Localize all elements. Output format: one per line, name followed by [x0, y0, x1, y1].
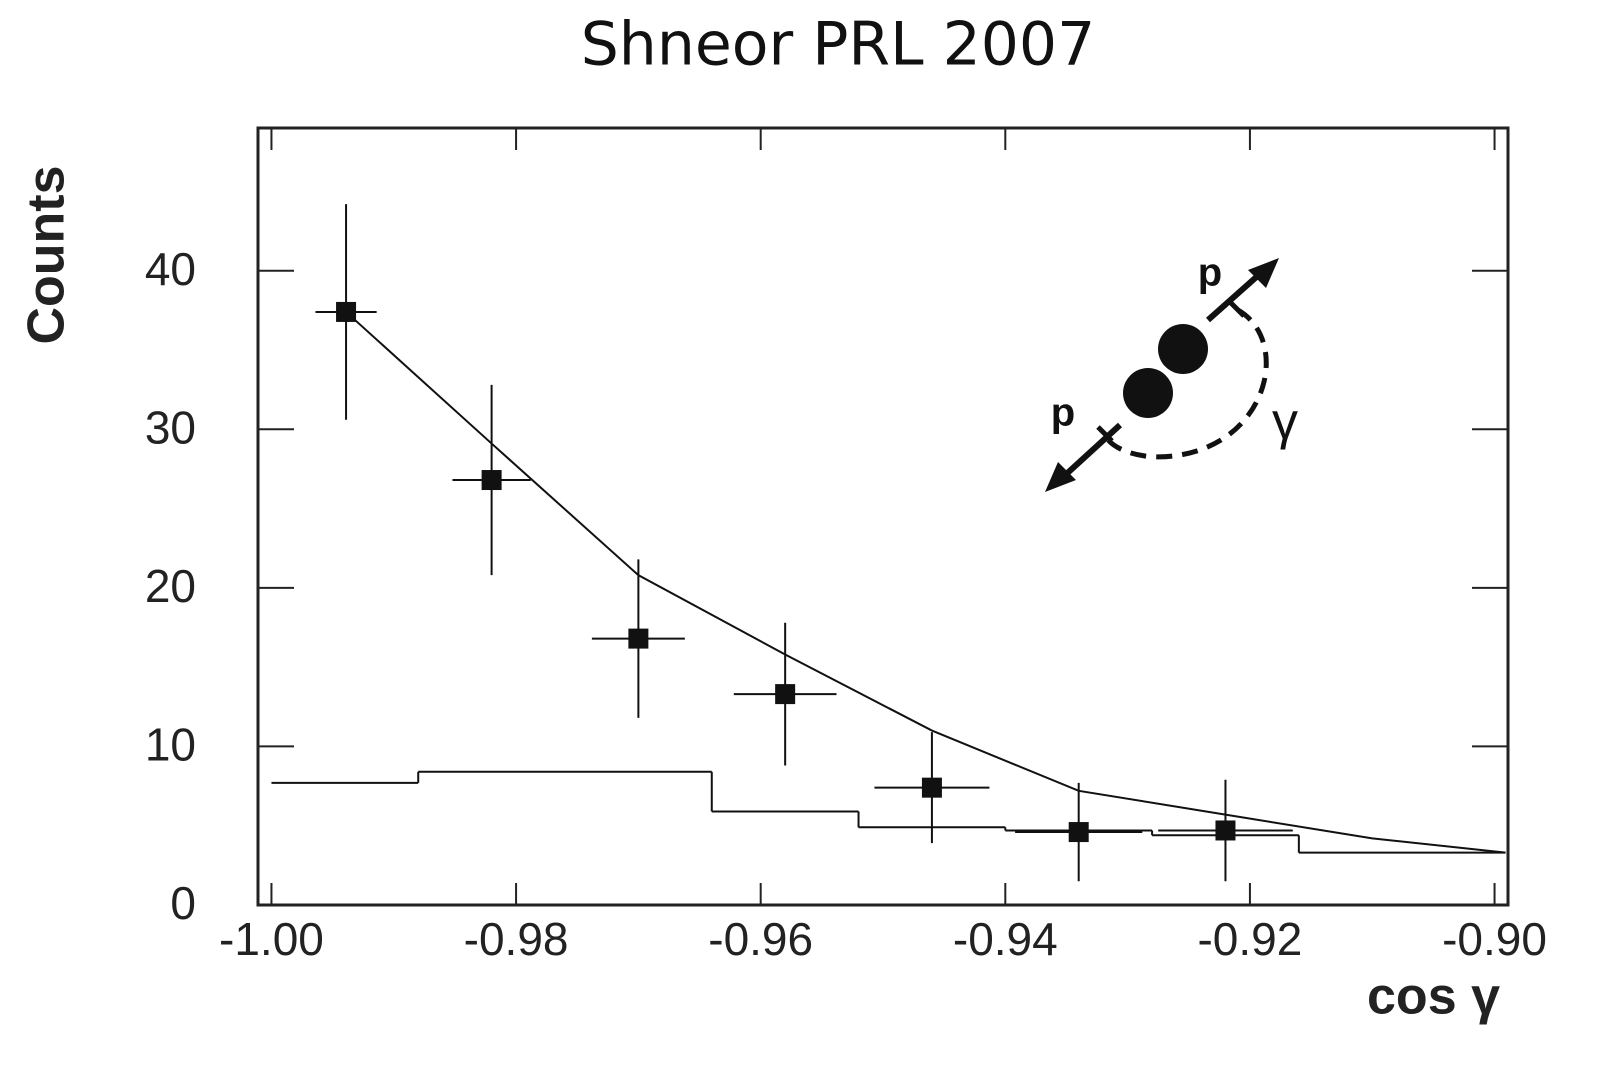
chart-title: Shneor PRL 2007 [581, 10, 1096, 80]
x-tick-label: -0.98 [464, 913, 569, 965]
annotation: p [1051, 391, 1075, 435]
y-tick-label: 10 [145, 719, 196, 771]
x-axis-label: cos γ [1367, 968, 1500, 1026]
annotation: p [1198, 251, 1222, 295]
marker [921, 777, 942, 798]
x-tick-label: -0.96 [708, 913, 813, 965]
y-axis-label: Counts [18, 165, 76, 344]
marker [1215, 820, 1236, 841]
marker [336, 301, 357, 322]
inset-diagram [1045, 258, 1279, 492]
x-tick-label: -0.92 [1197, 913, 1302, 965]
proton [1123, 368, 1173, 418]
annotation: γ [1272, 393, 1298, 451]
plot-frame [256, 126, 1510, 907]
arrow-tick [1096, 425, 1114, 443]
y-tick-label: 30 [145, 401, 196, 453]
y-tick-label: 40 [145, 243, 196, 295]
x-tick-label: -1.00 [219, 913, 324, 965]
arrow-shaft [1206, 269, 1264, 323]
marker [628, 628, 649, 649]
arrow-head [1248, 258, 1279, 288]
model-curve [345, 311, 1506, 854]
x-tick-label: -0.94 [953, 913, 1058, 965]
marker [481, 470, 502, 491]
y-tick-label: 20 [145, 560, 196, 612]
x-tick-label: -0.90 [1442, 913, 1547, 965]
arrow-head [1045, 462, 1076, 492]
angle-arc [1102, 307, 1269, 460]
marker [775, 684, 796, 705]
marker [1068, 822, 1089, 843]
proton [1158, 324, 1208, 374]
arrow-shaft [1059, 422, 1123, 481]
y-tick-label: 0 [170, 877, 196, 929]
